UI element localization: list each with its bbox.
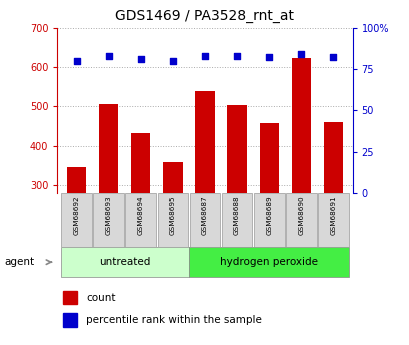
- Point: [137, 56, 144, 62]
- Text: GSM68688: GSM68688: [234, 196, 240, 236]
- Bar: [253, 193, 284, 247]
- Point: [201, 53, 208, 59]
- Text: GSM68695: GSM68695: [169, 196, 175, 236]
- Point: [233, 53, 240, 59]
- Text: GSM68691: GSM68691: [330, 196, 335, 236]
- Text: GSM68689: GSM68689: [265, 196, 272, 236]
- Point: [329, 55, 336, 60]
- Text: agent: agent: [4, 257, 34, 267]
- Bar: [131, 133, 150, 304]
- Bar: [61, 193, 92, 247]
- Text: hydrogen peroxide: hydrogen peroxide: [220, 257, 317, 267]
- Bar: [195, 91, 214, 304]
- Text: GDS1469 / PA3528_rnt_at: GDS1469 / PA3528_rnt_at: [115, 9, 294, 23]
- Bar: [163, 162, 182, 304]
- Bar: [63, 313, 77, 327]
- Bar: [189, 247, 348, 277]
- Text: count: count: [86, 293, 116, 303]
- Text: percentile rank within the sample: percentile rank within the sample: [86, 315, 262, 325]
- Point: [169, 58, 176, 63]
- Bar: [291, 58, 310, 304]
- Text: GSM68687: GSM68687: [202, 196, 207, 236]
- Bar: [61, 247, 189, 277]
- Text: GSM68690: GSM68690: [297, 196, 303, 236]
- Bar: [189, 193, 220, 247]
- Point: [265, 55, 272, 60]
- Point: [297, 51, 304, 57]
- Bar: [259, 123, 278, 304]
- Text: GSM68694: GSM68694: [137, 196, 144, 236]
- Bar: [63, 291, 77, 304]
- Text: GSM68692: GSM68692: [74, 196, 79, 236]
- Bar: [285, 193, 316, 247]
- Bar: [157, 193, 188, 247]
- Bar: [99, 104, 118, 304]
- Bar: [67, 167, 86, 304]
- Point: [105, 53, 112, 59]
- Bar: [317, 193, 348, 247]
- Text: GSM68693: GSM68693: [106, 196, 112, 236]
- Text: untreated: untreated: [99, 257, 150, 267]
- Bar: [227, 105, 246, 304]
- Bar: [323, 122, 342, 304]
- Point: [73, 58, 80, 63]
- Bar: [221, 193, 252, 247]
- Bar: [125, 193, 156, 247]
- Bar: [93, 193, 124, 247]
